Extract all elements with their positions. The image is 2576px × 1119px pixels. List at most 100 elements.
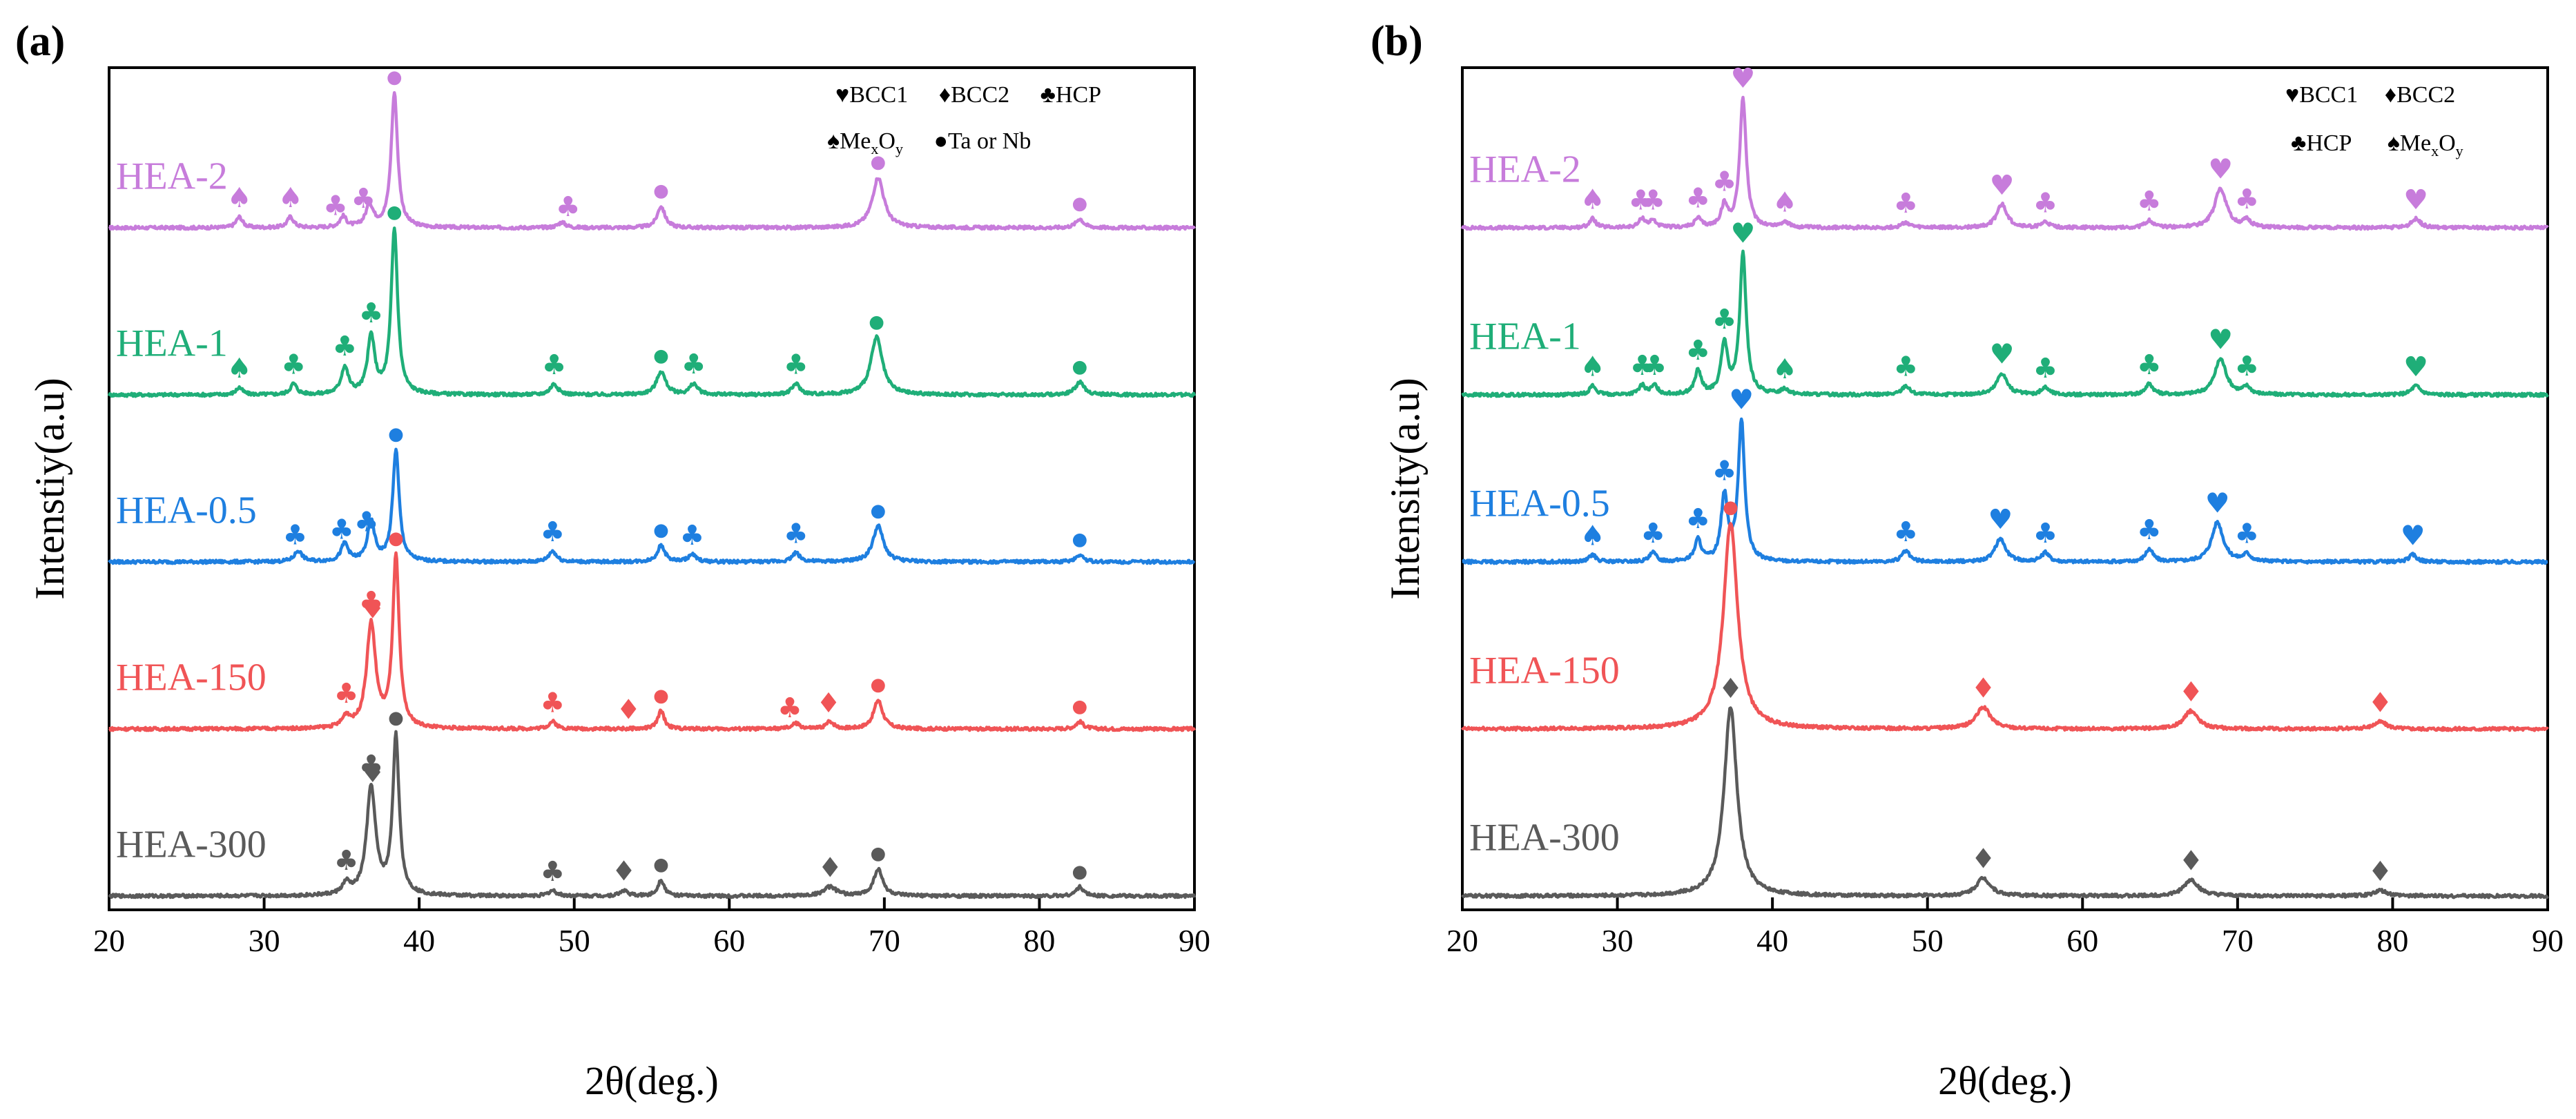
legend-label-ta-nb: Ta or Nb [948, 128, 1031, 154]
x-tick-label: 40 [1756, 923, 1788, 958]
legend-label-o: O [2439, 130, 2456, 156]
x-tick-label: 40 [403, 923, 435, 958]
x-tick-label: 60 [713, 923, 745, 958]
legend-symbol-mexoy: ♠ [2388, 130, 2400, 156]
series-line-hea-1 [107, 226, 1197, 398]
x-tick-label: 90 [1179, 923, 1210, 958]
series-label: HEA-2 [1469, 148, 1581, 191]
legend-label-bcc1: BCC1 [2299, 82, 2358, 108]
series-label: HEA-150 [116, 656, 267, 699]
peak-marker-circle: ● [653, 854, 669, 875]
peak-marker-circle: ● [869, 312, 884, 333]
peak-marker-club: ♣ [2234, 184, 2259, 215]
legend-symbol-mexoy: ♠ [827, 128, 840, 154]
peak-marker-club: ♣ [1685, 183, 1710, 215]
peak-marker-heart: ♥ [2401, 520, 2425, 552]
x-axis-label: 2θ(deg.) [1938, 1058, 2072, 1103]
peak-marker-club: ♣ [1712, 166, 1737, 198]
x-ticks: 20 30 40 50 60 70 80 90 [93, 897, 1210, 958]
peak-marker-club: ♣ [1685, 335, 1710, 367]
peak-marker-circle: ● [388, 424, 404, 445]
legend-sub-y: y [895, 140, 903, 157]
legend: ♥BCC1 ♦BCC2 ♣HCP ♠MexOy [2285, 82, 2463, 159]
legend-sub-y: y [2456, 142, 2463, 159]
panel-label: (a) [15, 18, 65, 65]
plot-frame [1461, 66, 2549, 911]
peak-marker-club: ♣ [1712, 456, 1737, 487]
peak-marker-club: ♣ [1893, 351, 1918, 383]
peak-marker-circle: ● [1072, 193, 1087, 214]
x-ticks: 20 30 40 50 60 70 80 90 [1446, 897, 2564, 958]
series-line-hea-2 [1460, 95, 2549, 231]
peak-marker-club: ♣ [681, 349, 706, 380]
legend-label-o: O [878, 128, 895, 154]
svg-text:♣HCP ♠MexOy: ♣HCP ♠MexOy [2291, 130, 2463, 159]
peak-marker-spade: ♠ [1772, 353, 1797, 385]
peak-marker-club: ♣ [2033, 353, 2057, 385]
peak-marker-circle: ● [1072, 862, 1087, 882]
peak-marker-club: ♣ [1685, 503, 1710, 535]
x-tick-label: 30 [1602, 923, 1634, 958]
peak-marker-club: ♣ [1643, 350, 1667, 382]
series-group: HEA-2♠ ♣♣ ♣♣♥♠ ♣♥♣ ♣♥♣ ♥HEA-1♠ ♣♣ ♣♣♥♠ ♣ ♥ ♣ ♣♥♣ ♥HE… [1460, 63, 2549, 899]
x-axis-label: 2θ(deg.) [585, 1058, 719, 1103]
peak-marker-club: ♣ [542, 349, 567, 381]
series-label: HEA-2 [116, 155, 228, 198]
peak-marker-diamond: ♦ [1971, 844, 1996, 875]
peak-marker-heart: ♥ [1731, 63, 1756, 95]
peak-marker-club: ♣ [1640, 518, 1665, 549]
peak-marker-heart: ♥ [1988, 504, 2013, 536]
legend-label-mexoy: Me [2400, 130, 2431, 156]
legend-symbol-bcc2: ♦ [2385, 82, 2396, 108]
y-axis-label: Intenstiy(a.u) [27, 378, 72, 600]
legend-symbol-hcp: ♣ [1040, 82, 1056, 108]
x-tick-label: 90 [2532, 923, 2564, 958]
peak-marker-circle: ● [388, 708, 404, 728]
peak-marker-heart: ♥ [1731, 218, 1756, 250]
legend-symbol-hcp: ♣ [2291, 130, 2306, 156]
peak-marker-diamond: ♦ [360, 593, 385, 625]
peak-marker-heart: ♥ [2205, 487, 2230, 519]
peak-marker-club: ♣ [359, 750, 384, 781]
peak-marker-club: ♣ [359, 298, 384, 329]
peak-marker-spade: ♠ [1580, 520, 1605, 552]
series-line-hea-2 [108, 90, 1196, 231]
peak-marker-circle: ● [871, 152, 887, 173]
series-label: HEA-1 [116, 322, 228, 365]
peak-marker-circle: ● [871, 844, 887, 864]
series-line-hea-300 [1461, 706, 2549, 899]
panel-a: (a) 20 30 40 50 60 70 80 90 HEA-2♠ ♠ ♣ ♣●♣●●●HEA-1… [15, 18, 1210, 1103]
peak-marker-club: ♣ [354, 507, 379, 538]
peak-marker-club: ♣ [332, 331, 357, 362]
legend-sub-x: x [871, 140, 878, 157]
peak-marker-club: ♣ [359, 586, 384, 618]
x-tick-label: 80 [1023, 923, 1055, 958]
peak-marker-club: ♣ [2234, 351, 2259, 382]
peak-marker-heart: ♥ [2208, 324, 2233, 356]
peak-marker-club: ♣ [323, 190, 348, 222]
series-line-hea-150 [108, 551, 1197, 732]
peak-marker-club: ♣ [556, 191, 581, 223]
plot-frame [108, 66, 1196, 911]
peak-marker-club: ♣ [540, 687, 565, 719]
peak-marker-circle: ● [653, 685, 669, 706]
legend-label-bcc2: BCC2 [951, 82, 1009, 108]
svg-text:♠MexOy ●Ta or Nb: ♠MexOy ●Ta or Nb [827, 128, 1031, 159]
peak-marker-circle: ● [388, 528, 404, 549]
x-tick-label: 50 [559, 923, 590, 958]
peak-marker-club: ♣ [334, 678, 359, 710]
peak-marker-diamond: ♦ [360, 757, 385, 789]
peak-marker-spade: ♠ [1772, 186, 1797, 218]
peak-marker-club: ♣ [2137, 514, 2162, 546]
series-group: HEA-2♠ ♠ ♣ ♣●♣●●●HEA-1♠ ♣♣♣●♣ ● ♣ ♣●●HEA-0.5♣ ♣ ♣… [107, 67, 1197, 899]
peak-marker-circle: ● [653, 520, 669, 541]
peak-marker-club: ♣ [679, 520, 704, 552]
peak-marker-circle: ● [653, 181, 669, 202]
legend-symbol-bcc1: ♥ [835, 82, 849, 108]
y-axis-label: Intensity(a.u) [1382, 378, 1428, 600]
peak-marker-club: ♣ [1893, 516, 1918, 548]
legend-label-hcp: HCP [2306, 130, 2351, 156]
x-tick-label: 60 [2066, 923, 2098, 958]
peak-marker-club: ♣ [2137, 186, 2162, 217]
